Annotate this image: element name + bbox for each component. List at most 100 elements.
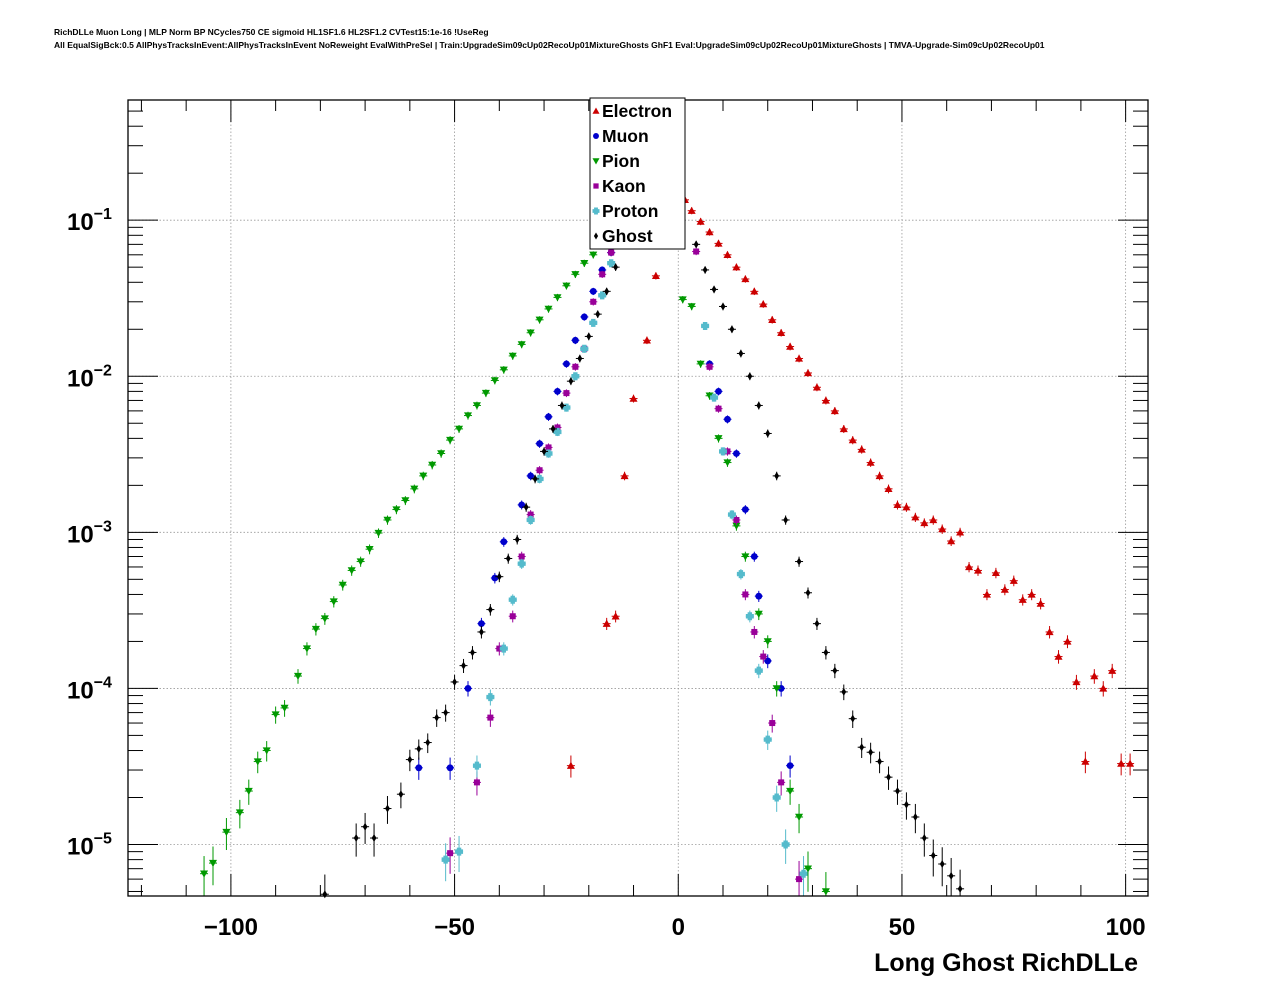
data-point <box>956 528 965 536</box>
data-point <box>1117 759 1126 767</box>
data-point <box>742 591 749 598</box>
data-point <box>912 813 918 822</box>
data-point <box>320 615 329 623</box>
data-point <box>982 590 991 598</box>
data-point <box>580 344 589 353</box>
data-point <box>441 855 450 864</box>
data-point <box>774 471 780 480</box>
data-point <box>772 685 781 693</box>
data-point <box>720 302 726 311</box>
data-point <box>777 328 786 336</box>
data-point <box>568 377 574 386</box>
data-point <box>518 553 525 560</box>
data-point <box>859 743 865 752</box>
data-point <box>759 300 768 308</box>
data-point <box>729 325 735 334</box>
data-point <box>733 450 740 457</box>
data-point <box>580 260 589 268</box>
data-point <box>505 554 511 563</box>
data-point <box>705 392 714 400</box>
data-point <box>508 352 517 360</box>
legend-label-proton: Proton <box>602 201 658 221</box>
data-point <box>244 787 253 796</box>
data-point <box>452 677 457 686</box>
legend-label-muon: Muon <box>602 126 649 146</box>
data-point <box>965 562 974 571</box>
data-point <box>362 822 368 831</box>
y-tick-label: 10−4 <box>67 674 112 704</box>
data-point <box>472 761 481 770</box>
data-point <box>957 884 963 893</box>
data-point <box>353 834 359 843</box>
x-tick-label: −100 <box>204 914 258 941</box>
data-point <box>1090 672 1099 680</box>
data-point <box>772 793 781 802</box>
series-ghost <box>320 240 965 899</box>
data-point <box>392 506 401 514</box>
legend-marker-muon <box>593 133 599 139</box>
data-point <box>608 249 615 256</box>
data-point <box>710 393 719 402</box>
data-point <box>1054 652 1063 660</box>
data-point <box>1063 637 1072 645</box>
data-point <box>607 259 616 268</box>
data-point <box>428 461 437 470</box>
data-point <box>443 708 449 717</box>
data-point <box>733 516 740 523</box>
chart-title-line-2: All EqualSigBck:0.5 AllPhysTracksInEvent… <box>54 40 1045 50</box>
x-tick-label: −50 <box>434 914 475 941</box>
data-point <box>571 336 579 344</box>
data-point <box>586 332 592 341</box>
data-point <box>783 515 789 524</box>
data-point <box>750 287 759 295</box>
data-point <box>595 310 601 319</box>
data-point <box>642 336 651 344</box>
data-point <box>559 401 565 410</box>
data-point <box>398 790 404 799</box>
data-point <box>590 298 597 305</box>
data-point <box>796 876 803 883</box>
data-point <box>736 570 745 579</box>
data-point <box>821 888 830 896</box>
data-point <box>527 511 534 518</box>
data-point <box>769 720 776 727</box>
data-point <box>437 450 446 458</box>
data-point <box>911 513 920 521</box>
data-point <box>517 341 526 349</box>
data-point <box>1081 757 1090 765</box>
data-point <box>693 240 699 249</box>
data-point <box>563 390 570 397</box>
data-point <box>535 316 544 324</box>
data-point <box>535 474 544 483</box>
data-point <box>786 787 795 796</box>
data-point <box>613 263 619 272</box>
data-point <box>491 574 499 582</box>
data-points <box>200 195 1135 899</box>
data-point <box>701 321 710 330</box>
data-point <box>589 287 597 295</box>
data-point <box>487 714 494 721</box>
data-point <box>687 206 696 214</box>
legend-marker-pion <box>592 158 600 165</box>
data-point <box>1009 576 1018 584</box>
legend-label-pion: Pion <box>602 151 640 171</box>
legend-marker-ghost <box>593 232 599 240</box>
data-point <box>478 620 485 628</box>
data-point <box>473 779 480 786</box>
data-point <box>848 436 857 444</box>
data-point <box>841 687 847 696</box>
data-point <box>727 510 736 519</box>
data-point <box>947 537 956 545</box>
data-point <box>577 354 583 363</box>
data-point <box>1045 627 1054 636</box>
data-point <box>599 271 606 278</box>
data-point <box>724 448 731 455</box>
data-point <box>479 627 484 636</box>
data-point <box>598 291 607 300</box>
data-point <box>741 506 749 513</box>
data-point <box>311 625 320 634</box>
data-point <box>338 581 347 589</box>
data-point <box>487 605 493 614</box>
data-point <box>374 529 383 538</box>
